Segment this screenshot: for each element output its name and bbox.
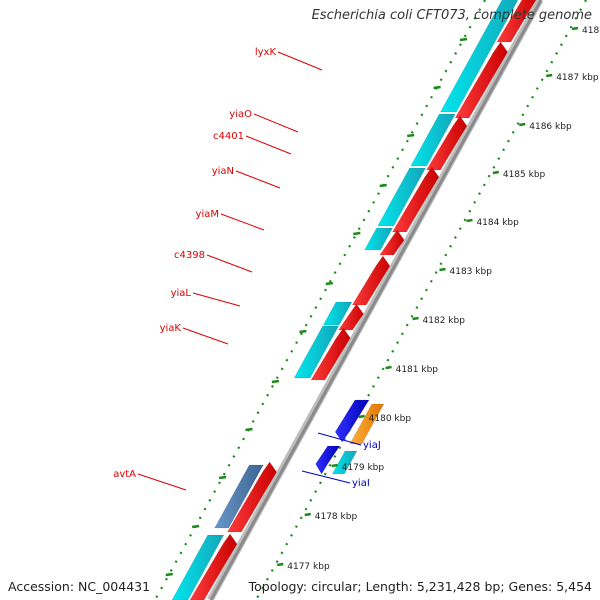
gene-label-c4401: c4401	[213, 131, 244, 142]
scale-label-9: 4180 kbp	[369, 414, 412, 424]
forward-cds-4	[391, 166, 440, 233]
backbone-line	[209, 0, 543, 600]
scale-tick-9	[358, 414, 365, 419]
forward-cds-6	[351, 255, 391, 306]
scale-label-3: 4186 kbp	[529, 122, 572, 132]
outer-tick-5	[353, 231, 361, 236]
forward-cds-2	[454, 41, 508, 119]
forward-cds-10	[189, 533, 238, 600]
outer-tick-2	[433, 85, 441, 90]
forward-cds-5	[379, 229, 405, 256]
outer-tick-10	[218, 475, 227, 480]
scale-label-8: 4181 kbp	[396, 365, 439, 375]
gene-label-yiaK: yiaK	[160, 323, 182, 334]
reverse-cds-5	[322, 301, 353, 326]
scale-label-2: 4187 kbp	[556, 73, 599, 83]
scale-tick-7	[412, 316, 419, 321]
gene-label-lyxK: lyxK	[255, 47, 277, 58]
reverse-cds-steel	[214, 464, 264, 529]
scale-label-5: 4184 kbp	[476, 218, 519, 228]
leader-line-yiaK	[182, 327, 229, 345]
reverse-cds-6	[293, 325, 340, 379]
leader-line-c4398	[206, 254, 253, 273]
scale-label-6: 4183 kbp	[450, 267, 493, 277]
scale-label-11: 4178 kbp	[315, 512, 358, 522]
gene-label-yiaN: yiaN	[212, 166, 234, 177]
leader-line-yiaM	[220, 213, 265, 231]
outer-tick-7	[299, 329, 307, 334]
outer-tick-9	[245, 427, 253, 432]
outer-tick-4	[379, 183, 387, 188]
scale-tick-5	[466, 218, 473, 223]
forward-cds-7	[338, 303, 364, 331]
scale-tick-10	[331, 463, 338, 468]
reverse-cds-4	[364, 227, 394, 251]
outer-tick-12	[165, 572, 173, 577]
outer-tick-1	[459, 37, 468, 42]
rna-blue-2	[315, 445, 341, 475]
topology-text: Topology: circular; Length: 5,231,428 bp…	[248, 579, 592, 594]
gene-label-c4398: c4398	[174, 250, 205, 261]
outer-tick-8	[271, 379, 280, 384]
leader-line-avtA	[137, 473, 187, 491]
leader-line-lyxK	[277, 51, 323, 71]
rna-blue-1	[334, 399, 370, 443]
reverse-cds-3	[377, 167, 427, 227]
gene-label-avtA: avtA	[113, 469, 136, 480]
gene-label-yiaO: yiaO	[229, 109, 252, 120]
inner-dotted-scale	[255, 0, 587, 600]
scale-tick-11	[304, 512, 311, 517]
scale-label-12: 4177 kbp	[287, 562, 330, 572]
gene-label-yiaI: yiaI	[352, 478, 370, 489]
reverse-cds-2	[410, 113, 456, 167]
gene-label-yiaJ: yiaJ	[363, 440, 381, 451]
scale-tick-4	[492, 170, 500, 175]
leader-line-yiaJ	[317, 432, 362, 446]
scale-tick-8	[385, 365, 392, 370]
leader-line-yiaL	[192, 292, 241, 307]
scale-label-10: 4179 kbp	[342, 463, 385, 473]
leader-line-yiaN	[235, 170, 281, 189]
reverse-cds-7	[171, 534, 225, 600]
leader-line-yiaO	[253, 113, 299, 133]
scale-label-4: 4185 kbp	[503, 170, 546, 180]
scale-tick-2	[545, 73, 553, 78]
forward-cds-9	[226, 461, 277, 533]
scale-tick-1	[571, 26, 579, 31]
leader-line-yiaI	[301, 470, 351, 484]
scale-tick-12	[277, 562, 284, 567]
outer-tick-11	[191, 524, 200, 529]
scale-label-1: 4188 kbp	[582, 26, 600, 36]
scale-tick-3	[519, 122, 526, 127]
outer-tick-3	[407, 133, 415, 138]
reverse-cds-1	[439, 0, 519, 113]
outer-tick-6	[325, 281, 333, 286]
forward-cds-1	[496, 0, 537, 43]
rna-orange-1	[349, 403, 385, 445]
leader-line-c4401	[245, 135, 292, 155]
scale-tick-6	[439, 267, 446, 272]
forward-cds-8	[310, 327, 351, 381]
scale-label-7: 4182 kbp	[423, 316, 466, 326]
gene-label-yiaM: yiaM	[196, 209, 219, 220]
map-title: Escherichia coli CFT073, complete genome	[311, 8, 592, 23]
outer-dotted-scale	[154, 0, 486, 600]
gene-label-yiaL: yiaL	[171, 288, 192, 299]
accession-text: Accession: NC_004431	[8, 579, 151, 594]
